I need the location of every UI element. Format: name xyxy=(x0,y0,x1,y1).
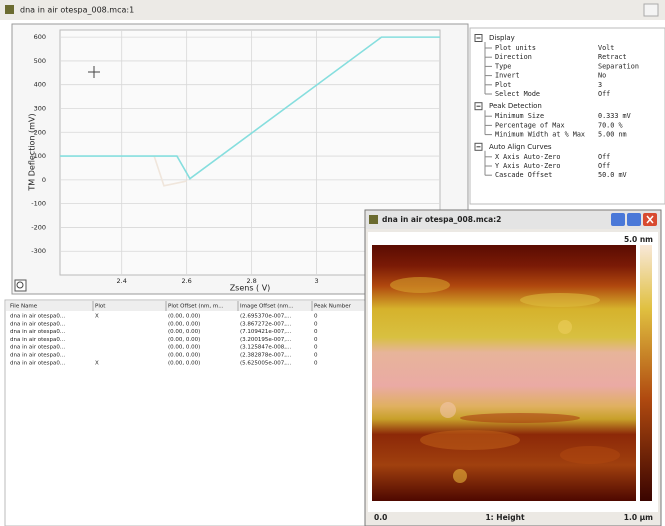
property-name: Cascade Offset xyxy=(495,171,552,179)
property-value: 50.0 mV xyxy=(598,171,627,179)
x-tick-label: 3 xyxy=(315,277,319,285)
table-cell: dna in air otespa0... xyxy=(10,353,65,359)
property-name: Minimum Width at % Max xyxy=(495,131,585,139)
x-axis-label: Zsens ( V) xyxy=(230,284,271,293)
table-cell: (5.625005e-007,... xyxy=(240,360,292,366)
table-cell: (0.00, 0.00) xyxy=(168,329,200,335)
table-cell: dna in air otespa0... xyxy=(10,345,65,351)
table-cell: (0.00, 0.00) xyxy=(168,321,200,327)
property-value: Retract xyxy=(598,53,627,61)
column-header: Image Offset (nm... xyxy=(240,304,294,310)
scale-max: 5.0 nm xyxy=(624,235,653,244)
x-end: 1.0 µm xyxy=(624,513,653,522)
x-tick-label: 2.4 xyxy=(117,277,127,285)
property-name: Direction xyxy=(495,53,532,61)
table-cell: (0.00, 0.00) xyxy=(168,314,200,320)
property-name: Invert xyxy=(495,72,520,80)
column-header: Plot xyxy=(95,304,106,310)
property-name: Plot xyxy=(495,81,511,89)
property-name: X Axis Auto-Zero xyxy=(495,153,560,161)
app-icon xyxy=(5,5,14,14)
x-tick-label: 2.6 xyxy=(181,277,191,285)
table-cell: 0 xyxy=(314,337,318,343)
table-cell: 0 xyxy=(314,360,318,366)
column-header: Plot Offset (nm, m... xyxy=(168,304,224,310)
table-cell: (3.200195e-007,... xyxy=(240,337,292,343)
image-icon xyxy=(369,215,378,224)
table-cell: (0.00, 0.00) xyxy=(168,353,200,359)
property-value: No xyxy=(598,72,606,80)
screenshot: dna in air otespa_008.mca:1 -300 -200 -100… xyxy=(0,0,665,526)
window-title: dna in air otespa_008.mca:1 xyxy=(20,6,134,15)
property-value: Volt xyxy=(598,44,614,52)
property-name: Plot units xyxy=(495,44,536,52)
table-cell: 0 xyxy=(314,314,318,320)
table-cell: (0.00, 0.00) xyxy=(168,337,200,343)
property-value: Off xyxy=(598,90,610,98)
table-cell: (3.125847e-008,... xyxy=(240,345,292,351)
y-tick-label: 300 xyxy=(34,104,46,112)
table-cell: 0 xyxy=(314,321,318,327)
table-cell: dna in air otespa0... xyxy=(10,337,65,343)
y-tick-label: 600 xyxy=(34,33,46,41)
property-value: 5.00 nm xyxy=(598,131,627,139)
table-cell: X xyxy=(95,314,99,320)
property-name: Percentage of Max xyxy=(495,121,565,129)
y-tick-label: 400 xyxy=(34,81,46,89)
image-window-title: dna in air otespa_008.mca:2 xyxy=(382,215,501,224)
minimize-button[interactable] xyxy=(611,213,625,226)
property-name: Minimum Size xyxy=(495,112,544,120)
y-tick-label: -100 xyxy=(31,200,46,208)
table-cell: dna in air otespa0... xyxy=(10,321,65,327)
property-value: 0.333 mV xyxy=(598,112,631,120)
property-name: Type xyxy=(495,62,511,70)
y-tick-label: 0 xyxy=(42,176,46,184)
table-cell: (2.382878e-007,... xyxy=(240,353,292,359)
table-cell: X xyxy=(95,360,99,366)
maximize-button[interactable] xyxy=(627,213,641,226)
property-value: 70.0 % xyxy=(598,121,623,129)
y-tick-label: 500 xyxy=(34,57,46,65)
property-value: Separation xyxy=(598,62,639,70)
table-cell: (0.00, 0.00) xyxy=(168,360,200,366)
table-cell: 0 xyxy=(314,353,318,359)
minimize-button[interactable] xyxy=(644,4,658,16)
property-value: 3 xyxy=(598,81,602,89)
group-title: Display xyxy=(489,34,515,42)
property-value: Off xyxy=(598,153,610,161)
group-title: Peak Detection xyxy=(489,102,542,110)
table-cell: 0 xyxy=(314,329,318,335)
column-header: File Name xyxy=(10,304,38,310)
y-axis-label: TM Deflection (mV) xyxy=(28,113,37,191)
table-cell: (3.867272e-007,... xyxy=(240,321,292,327)
group-title: Auto Align Curves xyxy=(489,143,552,151)
table-cell: (2.695370e-007,... xyxy=(240,314,292,320)
property-value: Off xyxy=(598,162,610,170)
y-tick-label: -300 xyxy=(31,247,46,255)
property-name: Select Mode xyxy=(495,90,540,98)
color-bar xyxy=(640,245,652,501)
table-cell: 0 xyxy=(314,345,318,351)
y-tick-label: -200 xyxy=(31,223,46,231)
x-start: 0.0 xyxy=(374,513,387,522)
property-name: Y Axis Auto-Zero xyxy=(495,162,560,170)
channel-label: 1: Height xyxy=(485,513,524,522)
table-cell: dna in air otespa0... xyxy=(10,329,65,335)
column-header: Peak Number xyxy=(314,304,352,310)
table-cell: (0.00, 0.00) xyxy=(168,345,200,351)
table-cell: dna in air otespa0... xyxy=(10,360,65,366)
table-cell: (7.109421e-007,... xyxy=(240,329,292,335)
table-cell: dna in air otespa0... xyxy=(10,314,65,320)
